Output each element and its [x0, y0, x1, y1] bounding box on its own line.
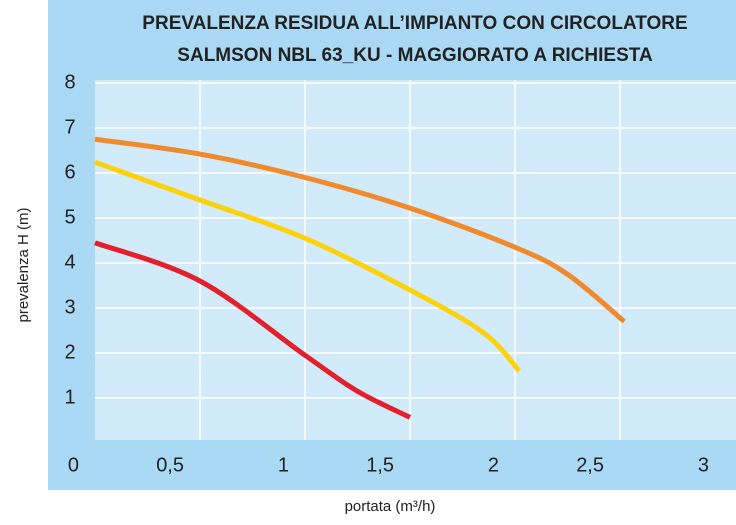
y-tick-label: 1	[64, 386, 75, 408]
y-tick-label: 2	[64, 341, 75, 363]
x-tick-label: 0,5	[156, 454, 184, 476]
x-tick-label: 2	[488, 454, 499, 476]
line	[94, 159, 522, 373]
line	[94, 136, 626, 324]
x-tick-label: 1,5	[366, 454, 394, 476]
plot-area	[95, 80, 736, 440]
y-tick-label: 4	[64, 251, 75, 273]
chart-title: PREVALENZA RESIDUA ALL’IMPIANTO CON CIRC…	[142, 13, 687, 34]
x-tick-label: 2,5	[576, 454, 604, 476]
y-tick-label: 7	[64, 116, 75, 138]
x-tick-label: 3	[698, 454, 709, 476]
y-tick-label: 3	[64, 296, 75, 318]
x-tick-label: 0	[68, 454, 79, 476]
chart-title: SALMSON NBL 63_KU - MAGGIORATO A RICHIES…	[177, 45, 653, 66]
x-tick-label: 1	[278, 454, 289, 476]
y-tick-label: 8	[64, 71, 75, 93]
y-tick-label: 5	[64, 206, 75, 228]
line	[94, 240, 412, 420]
y-axis-label: prevalenza H (m)	[15, 207, 32, 322]
x-axis-label: portata (m³/h)	[345, 498, 436, 515]
y-tick-label: 6	[64, 161, 75, 183]
